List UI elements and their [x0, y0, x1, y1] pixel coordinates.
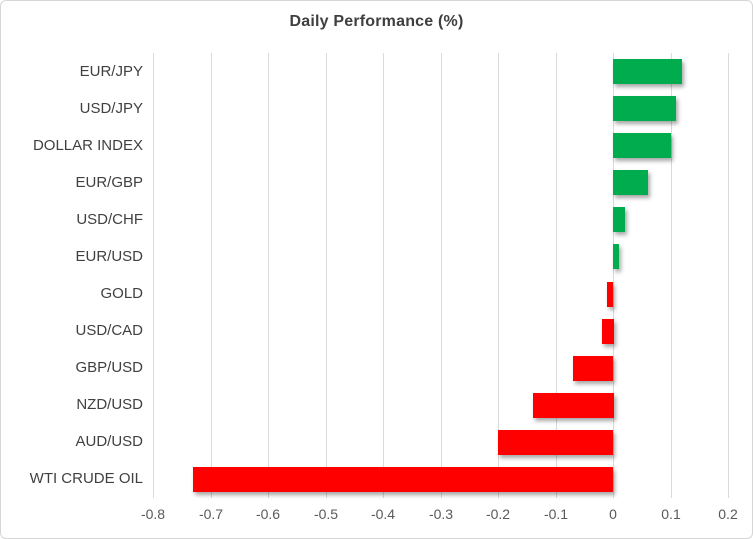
- bar-usd-jpy: [613, 96, 676, 121]
- category-label: EUR/GBP: [75, 174, 143, 191]
- plot-area: [153, 53, 729, 498]
- tick-label: 0.2: [718, 506, 738, 522]
- tick-label: -0.6: [255, 506, 281, 522]
- bar-eur-gbp: [613, 170, 648, 195]
- category-label: USD/CHF: [76, 211, 143, 228]
- tick-label: -0.4: [370, 506, 396, 522]
- category-label: AUD/USD: [75, 433, 143, 450]
- category-label: DOLLAR INDEX: [32, 137, 143, 154]
- category-label: WTI CRUDE OIL: [29, 470, 143, 487]
- tick-label: 0.1: [661, 506, 681, 522]
- gridline: [441, 53, 442, 498]
- bar-nzd-usd: [533, 393, 614, 418]
- category-label: USD/JPY: [79, 100, 143, 117]
- value-axis: -0.8 -0.7 -0.6 -0.5 -0.4 -0.3 -0.2 -0.1 0 0.1 0.2: [1, 506, 752, 530]
- bar-usd-chf: [613, 207, 625, 232]
- bar-eur-usd: [613, 244, 619, 269]
- gridline: [613, 53, 614, 498]
- category-label: GOLD: [100, 285, 143, 302]
- gridline: [268, 53, 269, 498]
- bar-wti-crude-oil: [193, 467, 613, 492]
- bar-aud-usd: [498, 430, 613, 455]
- gridline: [556, 53, 557, 498]
- tick-label: -0.1: [543, 506, 569, 522]
- category-axis: EUR/JPY USD/JPY DOLLAR INDEX EUR/GBP USD/CHF…: [1, 53, 143, 498]
- bar-usd-cad: [602, 319, 614, 344]
- tick-label: -0.2: [485, 506, 511, 522]
- bar-gold: [607, 282, 613, 307]
- gridline: [153, 53, 154, 498]
- tick-label: -0.3: [428, 506, 454, 522]
- gridline: [383, 53, 384, 498]
- tick-label: -0.5: [313, 506, 339, 522]
- gridline: [498, 53, 499, 498]
- tick-label: 0: [609, 506, 617, 522]
- gridline: [728, 53, 729, 498]
- bar-eur-jpy: [613, 59, 682, 84]
- bar-dollar-index: [613, 133, 671, 158]
- gridline: [671, 53, 672, 498]
- gridline: [326, 53, 327, 498]
- category-label: GBP/USD: [75, 359, 143, 376]
- gridline: [211, 53, 212, 498]
- category-label: USD/CAD: [75, 322, 143, 339]
- chart-title: Daily Performance (%): [289, 13, 464, 30]
- category-label: EUR/USD: [75, 248, 143, 265]
- category-label: EUR/JPY: [79, 63, 143, 80]
- category-label: NZD/USD: [76, 396, 143, 413]
- tick-label: -0.7: [198, 506, 224, 522]
- bar-gbp-usd: [573, 356, 613, 381]
- tick-label: -0.8: [140, 506, 166, 522]
